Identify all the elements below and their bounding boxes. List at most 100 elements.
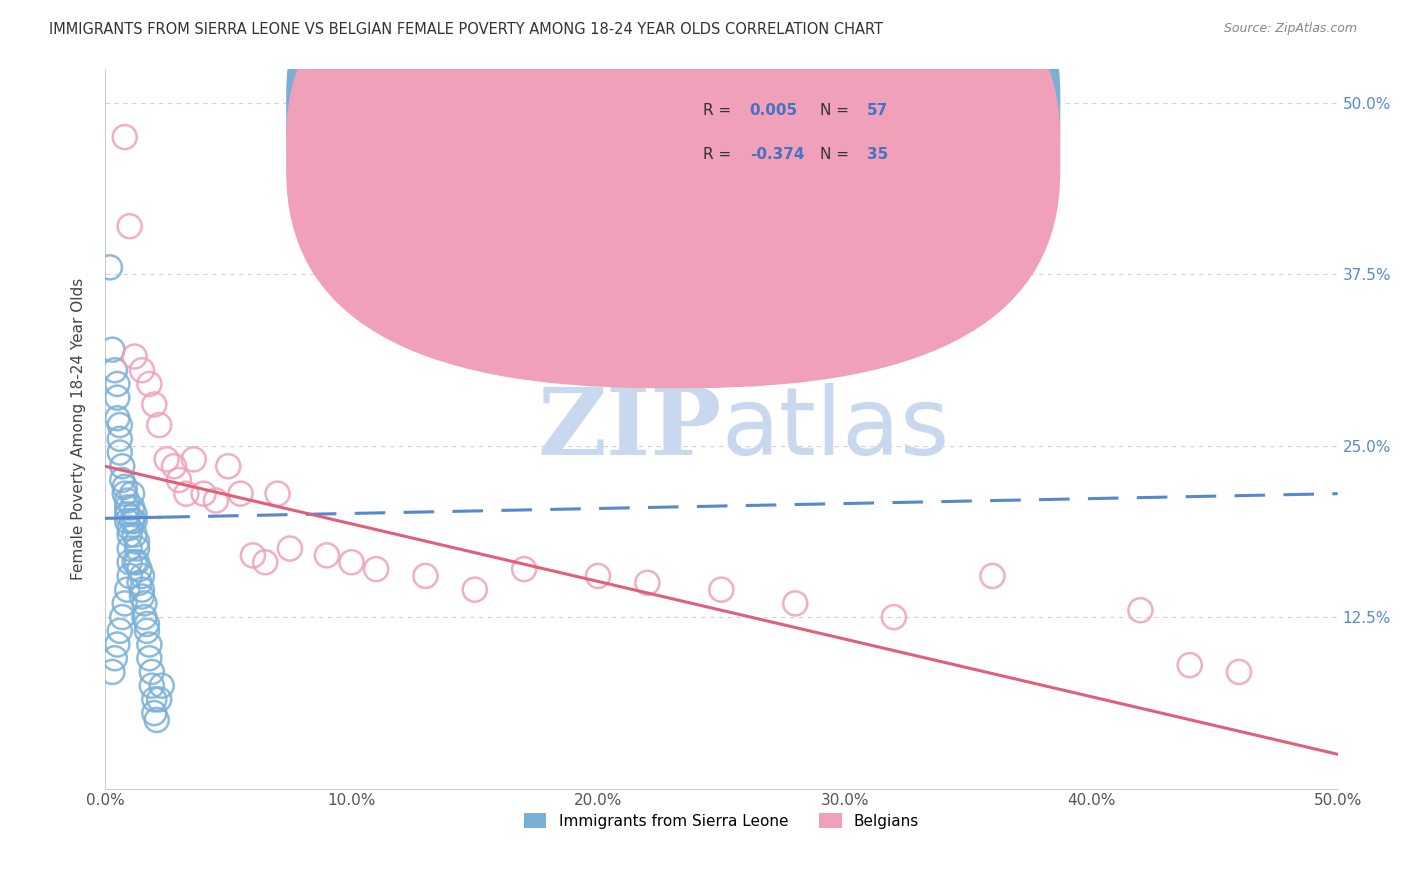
Text: R =: R =: [703, 147, 735, 162]
FancyBboxPatch shape: [628, 69, 956, 187]
Point: [114, 480, 136, 494]
Text: 35: 35: [866, 147, 889, 162]
Point: [131, 363, 153, 377]
Point: [115, 500, 138, 515]
Text: 0.005: 0.005: [749, 103, 797, 118]
Point: [710, 582, 733, 597]
Point: [586, 569, 609, 583]
Point: [125, 534, 148, 549]
Point: [464, 582, 486, 597]
Point: [128, 575, 150, 590]
Point: [167, 473, 190, 487]
Point: [111, 459, 134, 474]
Text: N =: N =: [820, 147, 853, 162]
Point: [118, 569, 141, 583]
Point: [104, 363, 127, 377]
Point: [131, 582, 153, 597]
Point: [1129, 603, 1152, 617]
FancyBboxPatch shape: [287, 0, 1060, 343]
Point: [145, 713, 167, 727]
Point: [340, 555, 363, 569]
Point: [105, 411, 128, 425]
FancyBboxPatch shape: [287, 0, 1060, 388]
Point: [114, 486, 136, 500]
Point: [229, 486, 252, 500]
Point: [143, 398, 166, 412]
Point: [101, 665, 124, 679]
Point: [105, 391, 128, 405]
Point: [124, 507, 146, 521]
Point: [131, 569, 153, 583]
Point: [121, 500, 143, 515]
Point: [134, 610, 156, 624]
Text: atlas: atlas: [721, 383, 949, 475]
Point: [105, 638, 128, 652]
Point: [135, 616, 157, 631]
Point: [108, 624, 131, 638]
Y-axis label: Female Poverty Among 18-24 Year Olds: Female Poverty Among 18-24 Year Olds: [72, 277, 86, 580]
Point: [141, 679, 163, 693]
Point: [135, 624, 157, 638]
Point: [125, 541, 148, 556]
Point: [121, 514, 143, 528]
Point: [141, 665, 163, 679]
Point: [143, 692, 166, 706]
Text: R =: R =: [703, 103, 735, 118]
Point: [128, 562, 150, 576]
Point: [193, 486, 215, 500]
Point: [115, 582, 138, 597]
Point: [131, 590, 153, 604]
Point: [981, 569, 1004, 583]
Point: [315, 549, 337, 563]
Point: [118, 219, 141, 234]
Text: Source: ZipAtlas.com: Source: ZipAtlas.com: [1223, 22, 1357, 36]
Point: [121, 486, 143, 500]
Point: [111, 610, 134, 624]
Point: [1227, 665, 1250, 679]
Point: [111, 473, 134, 487]
Point: [124, 555, 146, 569]
Point: [124, 350, 146, 364]
Point: [108, 445, 131, 459]
Point: [115, 493, 138, 508]
Point: [242, 549, 264, 563]
Point: [138, 651, 160, 665]
Point: [105, 376, 128, 391]
Point: [148, 418, 170, 433]
Point: [785, 596, 807, 610]
Point: [636, 575, 658, 590]
Point: [138, 638, 160, 652]
Legend: Immigrants from Sierra Leone, Belgians: Immigrants from Sierra Leone, Belgians: [517, 806, 925, 835]
Point: [115, 514, 138, 528]
Point: [366, 562, 388, 576]
Point: [125, 555, 148, 569]
Point: [278, 541, 301, 556]
Point: [183, 452, 205, 467]
Text: N =: N =: [820, 103, 853, 118]
Point: [114, 130, 136, 145]
Point: [148, 692, 170, 706]
Point: [205, 493, 228, 508]
Point: [134, 596, 156, 610]
Point: [104, 651, 127, 665]
Point: [163, 459, 186, 474]
Point: [101, 343, 124, 357]
Point: [176, 486, 198, 500]
Point: [98, 260, 121, 275]
Point: [217, 459, 239, 474]
Point: [118, 555, 141, 569]
Point: [124, 528, 146, 542]
Point: [108, 432, 131, 446]
Text: -0.374: -0.374: [749, 147, 804, 162]
Point: [150, 679, 173, 693]
Point: [114, 596, 136, 610]
Point: [124, 514, 146, 528]
Text: ZIP: ZIP: [537, 384, 721, 474]
Point: [415, 569, 437, 583]
Point: [118, 528, 141, 542]
Point: [115, 507, 138, 521]
Text: IMMIGRANTS FROM SIERRA LEONE VS BELGIAN FEMALE POVERTY AMONG 18-24 YEAR OLDS COR: IMMIGRANTS FROM SIERRA LEONE VS BELGIAN …: [49, 22, 883, 37]
Point: [254, 555, 277, 569]
Point: [513, 562, 536, 576]
Point: [883, 610, 905, 624]
